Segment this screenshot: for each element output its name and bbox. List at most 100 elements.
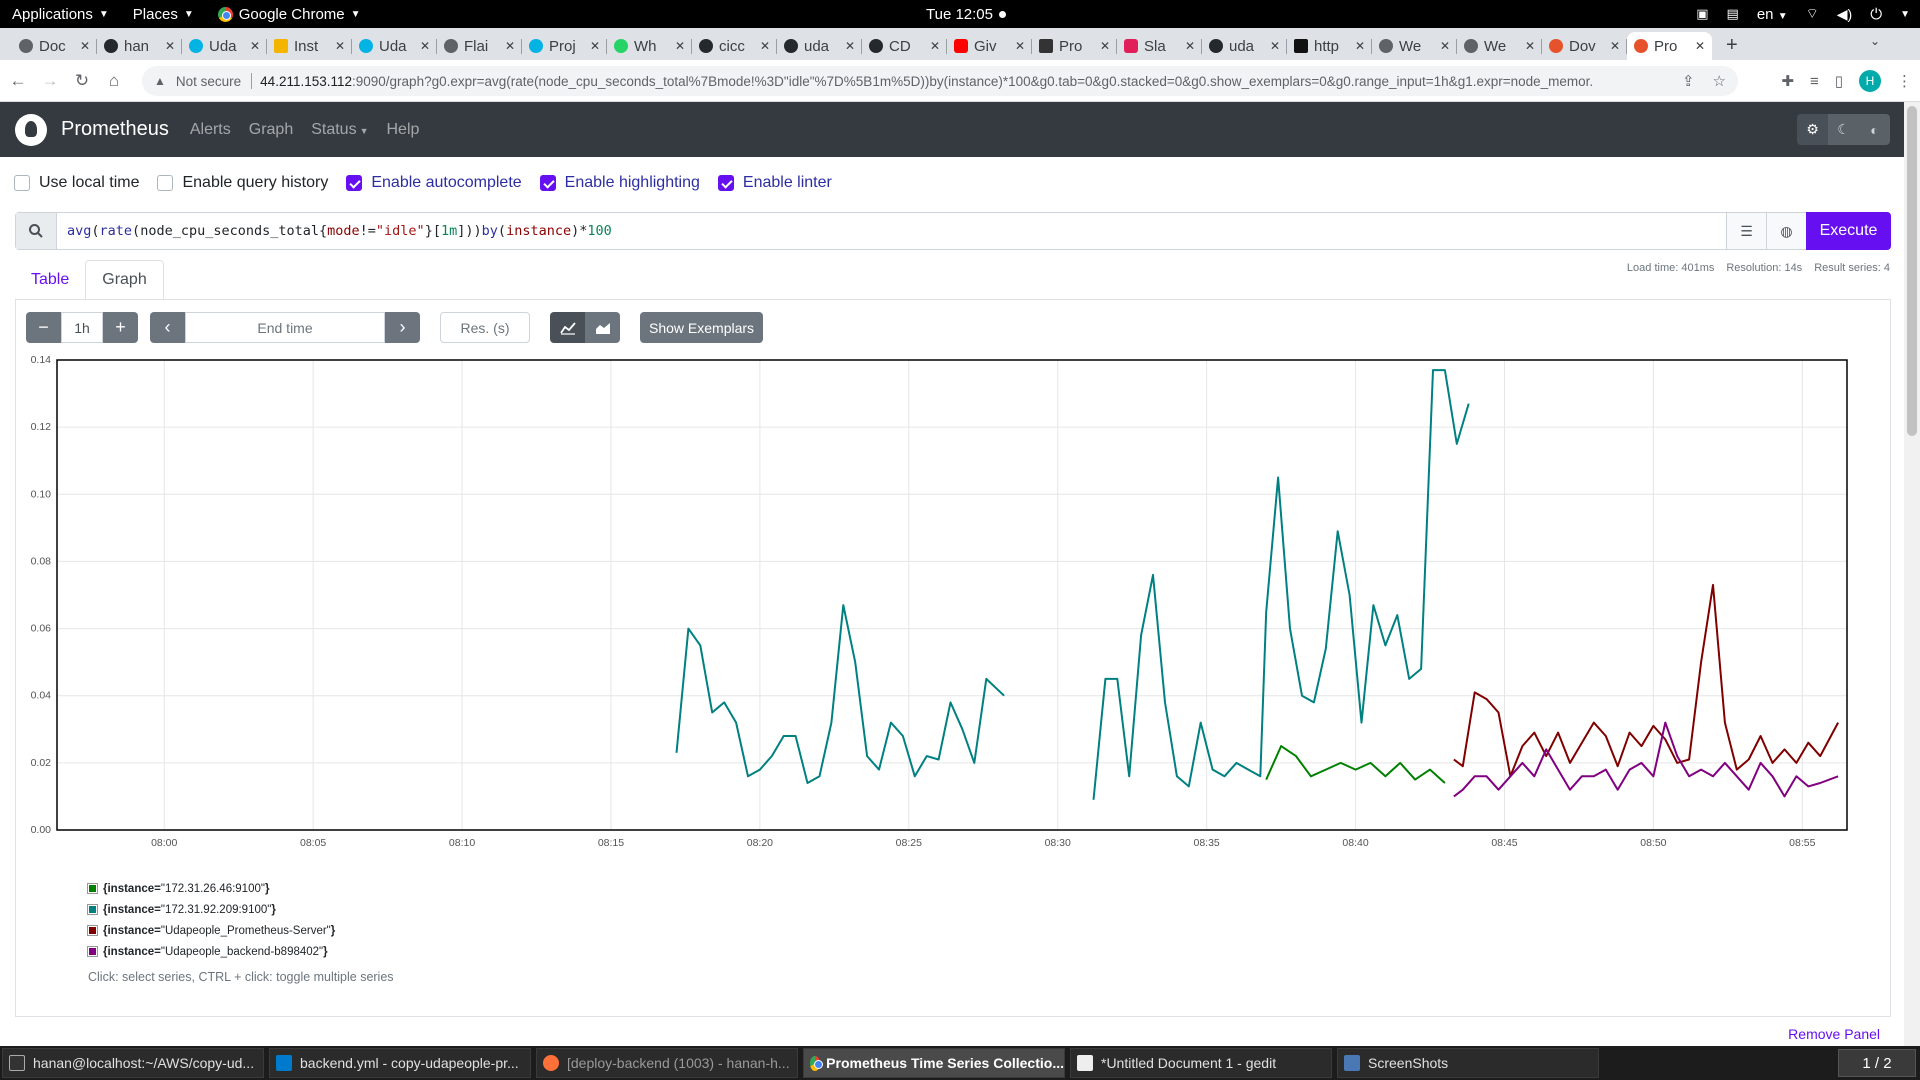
browser-tab[interactable]: We ✕ <box>1457 32 1542 60</box>
close-tab-icon[interactable]: ✕ <box>1099 39 1110 53</box>
theme-auto-contrast-icon[interactable]: ◐ <box>1859 114 1890 145</box>
close-tab-icon[interactable]: ✕ <box>1694 39 1705 53</box>
not-secure-label[interactable]: Not secure <box>175 73 242 89</box>
browser-tab[interactable]: Proj ✕ <box>522 32 607 60</box>
home-icon[interactable]: ⌂ <box>108 70 120 90</box>
browser-app-menu[interactable]: Google Chrome ▼ <box>206 0 373 28</box>
close-tab-icon[interactable]: ✕ <box>249 39 260 53</box>
forward-icon[interactable]: → <box>41 70 59 90</box>
tab-graph[interactable]: Graph <box>85 260 164 300</box>
taskbar-firefox[interactable]: [deploy-backend (1003) - hanan-h... <box>536 1048 798 1078</box>
tab-table[interactable]: Table <box>31 271 70 288</box>
close-tab-icon[interactable]: ✕ <box>1014 39 1025 53</box>
close-tab-icon[interactable]: ✕ <box>419 39 430 53</box>
enable-query-history-checkbox[interactable]: Enable query history <box>157 174 328 192</box>
nav-alerts[interactable]: Alerts <box>189 120 231 138</box>
keyboard-icon[interactable]: ▤ <box>1726 6 1739 21</box>
close-tab-icon[interactable]: ✕ <box>759 39 770 53</box>
theme-dark-moon-icon[interactable]: ☾ <box>1828 114 1859 145</box>
execute-button[interactable]: Execute <box>1806 212 1891 250</box>
checkbox-checked[interactable] <box>539 175 556 191</box>
power-icon[interactable]: ⏻ <box>1870 5 1883 23</box>
range-input[interactable]: 1h <box>61 312 103 343</box>
new-tab-button[interactable]: + <box>1726 34 1738 56</box>
legend-item[interactable]: {instance= "Udapeople_Prometheus-Server"} <box>87 920 394 941</box>
browser-tab[interactable]: han ✕ <box>97 32 182 60</box>
nav-status-dropdown[interactable]: Status ▼ <box>311 120 369 138</box>
taskbar-gedit[interactable]: *Untitled Document 1 - gedit <box>1070 1048 1332 1078</box>
browser-tab[interactable]: Pro ✕ <box>1032 32 1117 60</box>
expression-input[interactable]: avg(rate(node_cpu_seconds_total{mode!="i… <box>67 223 612 239</box>
close-tab-icon[interactable]: ✕ <box>504 39 515 53</box>
checkbox-checked[interactable] <box>717 175 734 191</box>
page-scrollbar[interactable] <box>1904 102 1920 1046</box>
close-tab-icon[interactable]: ✕ <box>334 39 345 53</box>
browser-tab[interactable]: uda ✕ <box>1202 32 1287 60</box>
checkbox[interactable] <box>14 175 30 191</box>
end-time-input[interactable]: End time <box>185 312 385 343</box>
taskbar-files[interactable]: ScreenShots <box>1337 1048 1599 1078</box>
enable-linter-checkbox[interactable]: Enable linter <box>717 174 832 192</box>
browser-tab[interactable]: Uda ✕ <box>352 32 437 60</box>
tab-search-icon[interactable]: ⌄ <box>1869 34 1880 48</box>
workspace-switcher[interactable]: 1 / 2 <box>1838 1049 1916 1077</box>
previous-time-button[interactable]: ‹ <box>150 312 185 343</box>
browser-tab[interactable]: cicc ✕ <box>692 32 777 60</box>
taskbar-terminal[interactable]: hanan@localhost:~/AWS/copy-ud... <box>2 1048 264 1078</box>
show-exemplars-button[interactable]: Show Exemplars <box>640 312 764 343</box>
browser-tab[interactable]: Sla ✕ <box>1117 32 1202 60</box>
close-tab-icon[interactable]: ✕ <box>844 39 855 53</box>
enable-autocomplete-checkbox[interactable]: Enable autocomplete <box>346 174 522 192</box>
legend-item[interactable]: {instance= "Udapeople_backend-b898402"} <box>87 941 394 962</box>
use-local-time-checkbox[interactable]: Use local time <box>14 174 139 192</box>
checkbox[interactable] <box>157 175 174 191</box>
places-menu[interactable]: Places ▼ <box>132 5 194 23</box>
close-tab-icon[interactable]: ✕ <box>164 39 175 53</box>
browser-tab[interactable]: http ✕ <box>1287 32 1372 60</box>
close-tab-icon[interactable]: ✕ <box>929 39 940 53</box>
legend-item[interactable]: {instance= "172.31.92.209:9100"} <box>87 899 394 920</box>
nav-graph[interactable]: Graph <box>248 120 294 138</box>
browser-tab[interactable]: Inst ✕ <box>267 32 352 60</box>
theme-light-gear-icon[interactable]: ⚙ <box>1797 114 1828 145</box>
close-tab-icon[interactable]: ✕ <box>1524 39 1535 53</box>
bookmark-star-icon[interactable]: ☆ <box>1712 73 1726 90</box>
reading-list-icon[interactable]: ≡ <box>1809 72 1819 90</box>
increase-range-button[interactable]: + <box>103 312 138 343</box>
time-series-graph[interactable]: 0.00 0.02 0.04 0.06 0.08 0.10 0.12 0.14 08:00 08:… <box>20 352 1880 852</box>
taskbar-chrome[interactable]: Prometheus Time Series Collectio... <box>803 1048 1065 1078</box>
browser-tab[interactable]: uda ✕ <box>777 32 862 60</box>
metrics-explorer-button[interactable]: ◍ <box>1766 213 1806 249</box>
back-icon[interactable]: ← <box>9 70 27 90</box>
taskbar-vscode[interactable]: backend.yml - copy-udapeople-pr... <box>269 1048 531 1078</box>
browser-tab[interactable]: We ✕ <box>1372 32 1457 60</box>
nav-help[interactable]: Help <box>386 120 420 138</box>
browser-tab[interactable]: CD ✕ <box>862 32 947 60</box>
close-tab-icon[interactable]: ✕ <box>589 39 600 53</box>
profile-avatar[interactable]: H <box>1859 70 1881 92</box>
browser-tab[interactable]: Flai ✕ <box>437 32 522 60</box>
side-panel-icon[interactable]: ▯ <box>1834 73 1843 90</box>
decrease-range-button[interactable]: − <box>26 312 61 343</box>
screen-share-icon[interactable]: ▣ <box>1696 6 1709 21</box>
close-tab-icon[interactable]: ✕ <box>1269 39 1280 53</box>
close-tab-icon[interactable]: ✕ <box>1184 39 1195 53</box>
close-tab-icon[interactable]: ✕ <box>79 39 90 53</box>
browser-tab[interactable]: Wh ✕ <box>607 32 692 60</box>
browser-tab[interactable]: Uda ✕ <box>182 32 267 60</box>
clock[interactable]: Tue 12:05 <box>926 0 1006 28</box>
scrollbar-thumb[interactable] <box>1907 106 1917 436</box>
browser-tab[interactable]: Dov ✕ <box>1542 32 1627 60</box>
wifi-icon[interactable]: ⌔ <box>1805 5 1819 21</box>
extensions-puzzle-icon[interactable]: ✚ <box>1781 73 1794 90</box>
enable-highlighting-checkbox[interactable]: Enable highlighting <box>539 174 700 192</box>
close-tab-icon[interactable]: ✕ <box>1439 39 1450 53</box>
close-tab-icon[interactable]: ✕ <box>1609 39 1620 53</box>
prometheus-logo-icon[interactable] <box>15 113 47 146</box>
stacked-button[interactable] <box>585 312 620 343</box>
caret-down-icon[interactable]: ▼ <box>1900 8 1910 20</box>
kebab-menu-icon[interactable]: ⋮ <box>1897 73 1912 90</box>
resolution-input[interactable]: Res. (s) <box>440 312 530 343</box>
close-tab-icon[interactable]: ✕ <box>674 39 685 53</box>
browser-tab[interactable]: Doc ✕ <box>12 32 97 60</box>
